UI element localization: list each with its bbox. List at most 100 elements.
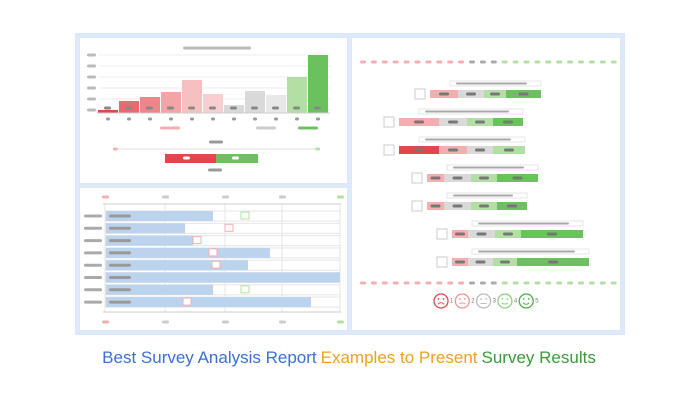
placeholder	[588, 281, 595, 285]
bar	[245, 91, 265, 113]
placeholder	[469, 60, 475, 64]
placeholder	[162, 195, 169, 199]
placeholder	[392, 60, 399, 64]
bar	[203, 94, 223, 113]
bar	[161, 92, 181, 113]
placeholder	[588, 60, 595, 64]
placeholder	[414, 148, 424, 152]
placeholder	[127, 117, 131, 121]
placeholder	[314, 106, 321, 110]
placeholder	[232, 156, 239, 160]
placeholder	[109, 214, 131, 218]
smiley	[459, 302, 466, 305]
placeholder	[87, 97, 96, 101]
bar	[106, 260, 248, 271]
placeholder	[512, 60, 519, 64]
smiley	[442, 298, 445, 300]
placeholder	[490, 92, 500, 96]
scale-label: 4	[514, 299, 518, 305]
caption: Best Survey Analysis Report Examples to P…	[0, 348, 698, 368]
placeholder	[113, 147, 118, 151]
placeholder	[447, 281, 454, 285]
placeholder	[104, 106, 111, 110]
smiley	[433, 293, 449, 309]
placeholder	[102, 320, 109, 324]
placeholder	[455, 260, 465, 264]
label-box	[436, 228, 448, 240]
placeholder	[567, 60, 574, 64]
placeholder	[298, 126, 318, 130]
bar	[106, 272, 340, 283]
placeholder	[87, 53, 96, 57]
placeholder	[478, 222, 569, 225]
bar	[266, 95, 286, 113]
smiley	[501, 298, 504, 300]
bar	[106, 235, 193, 246]
bar	[308, 55, 328, 113]
placeholder	[475, 260, 486, 264]
placeholder	[578, 60, 584, 64]
bar	[182, 80, 202, 113]
smiley	[506, 298, 509, 300]
placeholder	[162, 320, 169, 324]
bar	[106, 223, 185, 234]
placeholder	[469, 281, 475, 285]
placeholder	[479, 60, 486, 64]
placeholder	[414, 281, 421, 285]
bar	[140, 97, 160, 113]
label-box	[436, 256, 448, 268]
smiley	[518, 293, 534, 309]
placeholder	[403, 60, 410, 64]
marker	[224, 223, 234, 232]
placeholder	[148, 117, 152, 121]
bar	[106, 297, 311, 308]
placeholder	[279, 320, 286, 324]
placeholder	[392, 281, 399, 285]
caption-part: Best Survey Analysis Report	[102, 348, 317, 367]
placeholder	[453, 194, 513, 197]
bar	[106, 247, 270, 258]
smiley	[527, 298, 530, 300]
placeholder	[251, 106, 258, 110]
placeholder	[507, 204, 517, 208]
placeholder	[84, 251, 102, 255]
label-box	[383, 144, 395, 156]
bar	[165, 154, 216, 163]
smiley	[497, 293, 513, 309]
placeholder	[501, 281, 508, 285]
placeholder	[381, 60, 388, 64]
smiley	[475, 293, 492, 309]
placeholder	[414, 60, 421, 64]
caption-part: Survey Results	[481, 348, 596, 367]
placeholder	[610, 60, 617, 64]
bar	[98, 110, 118, 113]
placeholder	[425, 138, 511, 141]
placeholder	[534, 281, 541, 285]
bar	[287, 77, 307, 113]
placeholder	[316, 117, 320, 121]
placeholder	[232, 117, 236, 121]
placeholder	[208, 168, 222, 172]
placeholder	[599, 60, 606, 64]
placeholder	[370, 60, 377, 64]
placeholder	[84, 214, 102, 218]
placeholder	[230, 106, 237, 110]
placeholder	[109, 239, 131, 243]
placeholder	[430, 204, 441, 208]
placeholder	[125, 106, 132, 110]
placeholder	[545, 60, 552, 64]
label-box	[414, 88, 426, 100]
placeholder	[448, 148, 458, 152]
placeholder	[479, 281, 486, 285]
placeholder	[87, 64, 96, 68]
placeholder	[501, 60, 508, 64]
bar	[106, 211, 213, 221]
placeholder	[370, 281, 377, 285]
marker	[182, 297, 192, 306]
scale-label: 5	[535, 299, 539, 305]
placeholder	[466, 92, 476, 96]
placeholder	[414, 120, 424, 124]
placeholder	[87, 75, 96, 79]
placeholder	[458, 281, 465, 285]
